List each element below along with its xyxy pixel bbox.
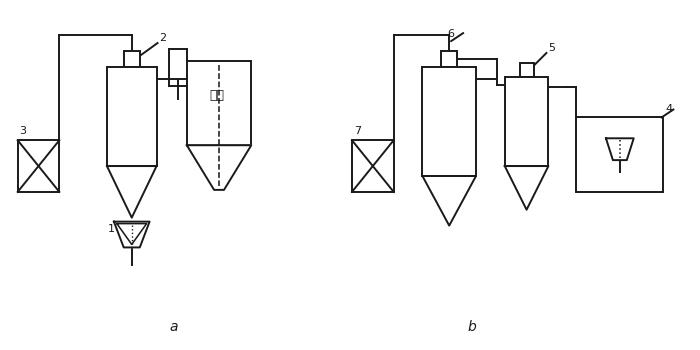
Text: 3: 3 bbox=[20, 126, 27, 136]
Text: 4: 4 bbox=[666, 105, 673, 114]
Polygon shape bbox=[606, 138, 634, 160]
Text: 6: 6 bbox=[447, 29, 454, 39]
Text: 1: 1 bbox=[108, 224, 115, 233]
Bar bbox=[187, 61, 251, 145]
Text: 2: 2 bbox=[160, 33, 167, 43]
Text: 颛破: 颛破 bbox=[209, 89, 224, 102]
Bar bbox=[352, 140, 393, 192]
Bar bbox=[422, 67, 476, 176]
Polygon shape bbox=[422, 176, 476, 226]
Polygon shape bbox=[114, 222, 150, 247]
Bar bbox=[441, 51, 457, 67]
Bar bbox=[18, 140, 60, 192]
Text: a: a bbox=[169, 320, 178, 334]
Polygon shape bbox=[505, 166, 548, 210]
Bar bbox=[107, 67, 157, 166]
Text: 7: 7 bbox=[354, 126, 361, 136]
Polygon shape bbox=[107, 166, 157, 218]
Polygon shape bbox=[187, 145, 251, 190]
Bar bbox=[124, 51, 140, 67]
Bar bbox=[576, 118, 664, 192]
Text: 5: 5 bbox=[548, 43, 555, 53]
Text: b: b bbox=[467, 320, 476, 334]
Bar bbox=[505, 77, 548, 166]
Bar bbox=[519, 63, 533, 77]
